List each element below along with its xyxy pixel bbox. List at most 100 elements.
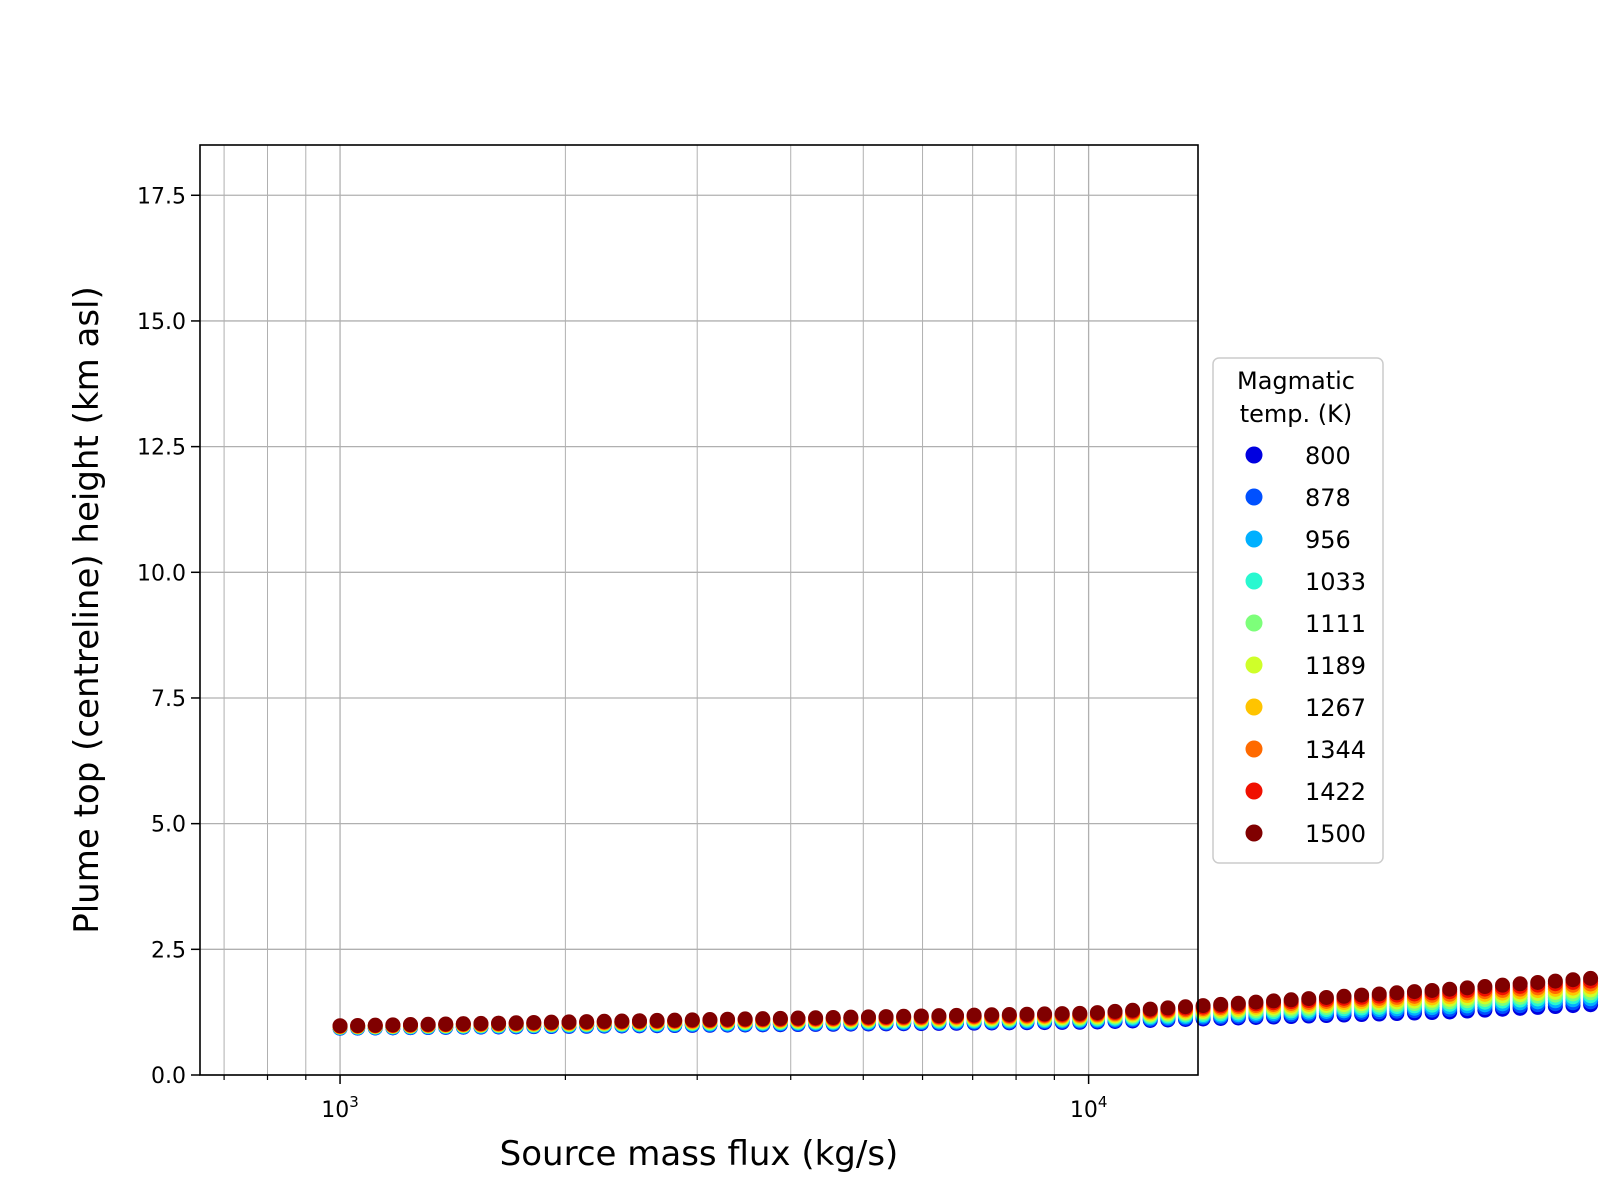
y-tick-label: 0.0 (151, 1064, 186, 1089)
grid-lines (200, 145, 1198, 1076)
data-point (949, 1007, 965, 1023)
legend-title-line-1: Magmatic (1237, 367, 1355, 395)
data-point (1547, 973, 1563, 989)
data-point (1248, 994, 1264, 1010)
legend-marker (1245, 488, 1263, 506)
legend-entry-1422: 1422 (1245, 778, 1366, 806)
y-axis-label: Plume top (centreline) height (km asl) (67, 286, 107, 934)
series-1422 (332, 973, 1599, 1034)
data-point (1565, 972, 1581, 988)
data-point (1530, 974, 1546, 990)
legend-label: 1344 (1305, 736, 1366, 764)
legend-label: 956 (1305, 526, 1351, 554)
data-points (332, 970, 1599, 1036)
data-point (737, 1011, 753, 1027)
y-tick-label: 7.5 (151, 687, 186, 712)
data-point (720, 1011, 736, 1027)
data-point (1336, 988, 1352, 1004)
data-point (491, 1015, 507, 1031)
data-point (966, 1007, 982, 1023)
data-point (1213, 996, 1229, 1012)
legend-label: 1500 (1305, 820, 1366, 848)
y-tick-label: 17.5 (137, 184, 186, 209)
data-point (667, 1012, 683, 1028)
legend-entry-800: 800 (1245, 442, 1351, 470)
legend-marker (1245, 572, 1263, 590)
data-point (614, 1013, 630, 1029)
data-point (931, 1008, 947, 1024)
data-point (1107, 1003, 1123, 1019)
data-point (455, 1016, 471, 1032)
data-point (579, 1014, 595, 1030)
data-point (843, 1009, 859, 1025)
legend-label: 1033 (1305, 568, 1366, 596)
data-point (350, 1017, 366, 1033)
series-1111 (332, 985, 1599, 1035)
data-point (596, 1013, 612, 1029)
data-point (403, 1017, 419, 1033)
legend-marker (1245, 530, 1263, 548)
data-point (772, 1010, 788, 1026)
x-axis-label: Source mass flux (kg/s) (500, 1134, 899, 1174)
series-956 (332, 991, 1599, 1036)
legend-label: 1111 (1305, 610, 1366, 638)
legend-entry-1033: 1033 (1245, 568, 1366, 596)
series-1344 (332, 976, 1599, 1034)
series-878 (332, 994, 1599, 1036)
legend-entry-1189: 1189 (1245, 652, 1366, 680)
data-point (473, 1015, 489, 1031)
legend-marker (1245, 656, 1263, 674)
data-point (561, 1014, 577, 1030)
data-point (790, 1010, 806, 1026)
legend-entry-1344: 1344 (1245, 736, 1366, 764)
legend-title-line-2: temp. (K) (1240, 400, 1353, 428)
legend-marker (1245, 782, 1263, 800)
legend-label: 878 (1305, 484, 1351, 512)
legend-marker (1245, 824, 1263, 842)
data-point (1072, 1005, 1088, 1021)
legend-box (1212, 357, 1384, 864)
data-point (1054, 1006, 1070, 1022)
legend-marker (1245, 740, 1263, 758)
data-point (1283, 992, 1299, 1008)
y-tick-label: 2.5 (151, 938, 186, 963)
data-point (896, 1008, 912, 1024)
data-point (1160, 1000, 1176, 1016)
y-tick-label: 15.0 (137, 310, 186, 335)
y-tick-label: 5.0 (151, 813, 186, 838)
data-point (1406, 984, 1422, 1000)
legend-label: 1267 (1305, 694, 1366, 722)
data-point (1001, 1006, 1017, 1022)
legend-marker (1245, 446, 1263, 464)
data-point (1019, 1006, 1035, 1022)
data-point (385, 1017, 401, 1033)
legend-entry-1111: 1111 (1245, 610, 1366, 638)
y-tick-label: 10.0 (137, 561, 186, 586)
data-point (1301, 991, 1317, 1007)
data-point (420, 1016, 436, 1032)
data-point (508, 1015, 524, 1031)
data-point (631, 1013, 647, 1029)
data-point (1389, 985, 1405, 1001)
legend-label: 800 (1305, 442, 1351, 470)
series-1189 (332, 982, 1599, 1035)
data-point (684, 1012, 700, 1028)
data-point (1230, 995, 1246, 1011)
data-point (1089, 1005, 1105, 1021)
series-1500 (332, 970, 1599, 1034)
legend-label: 1422 (1305, 778, 1366, 806)
data-point (1177, 999, 1193, 1015)
data-point (1512, 976, 1528, 992)
data-point (1371, 986, 1387, 1002)
series-800 (332, 997, 1599, 1036)
data-point (1583, 970, 1599, 986)
data-point (526, 1014, 542, 1030)
data-point (755, 1011, 771, 1027)
legend-entry-878: 878 (1245, 484, 1351, 512)
axis-ticks: 0.02.55.07.510.012.515.017.5103104105106… (137, 184, 1107, 1123)
data-point (1477, 979, 1493, 995)
data-point (825, 1009, 841, 1025)
data-point (367, 1017, 383, 1033)
legend-marker (1245, 614, 1263, 632)
